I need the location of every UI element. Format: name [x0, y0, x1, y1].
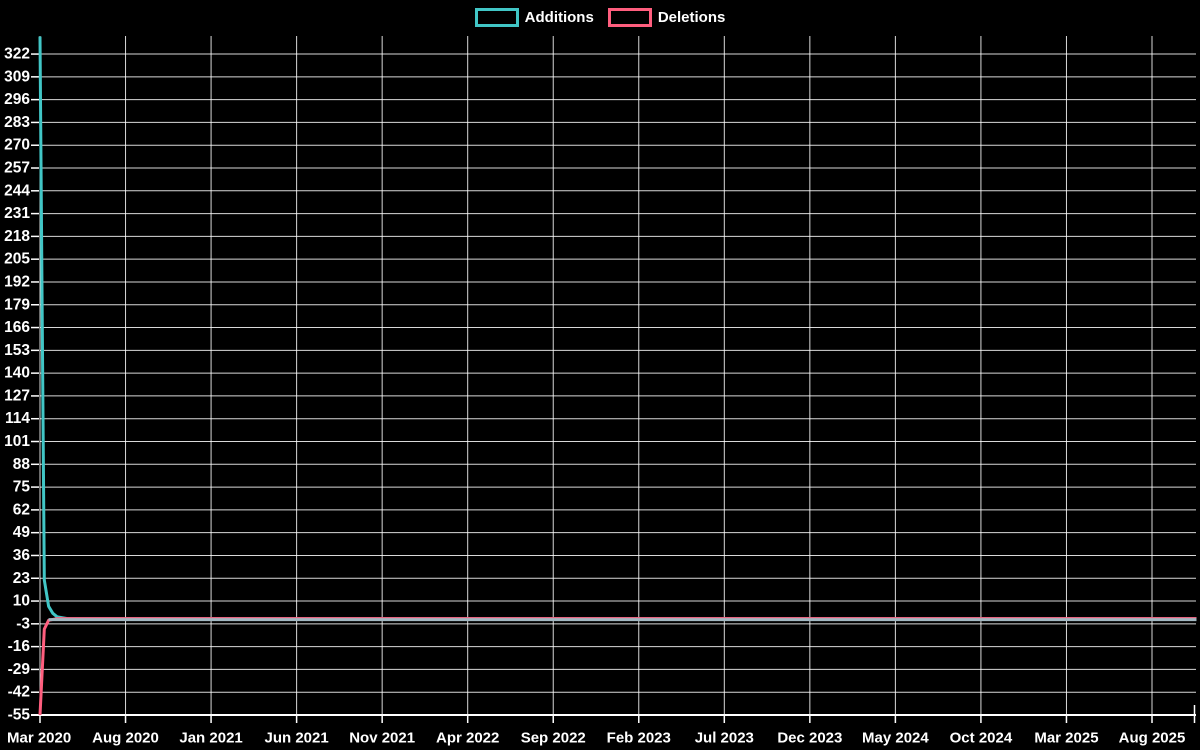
y-tick-label: -55 [8, 707, 31, 724]
x-tick-label: Jan 2021 [179, 730, 242, 747]
x-axis-line [31, 705, 1196, 723]
x-tick-label: Feb 2023 [607, 730, 671, 747]
x-tick-label: Jun 2021 [265, 730, 329, 747]
x-tick-label: Dec 2023 [777, 730, 842, 747]
x-tick-label: Aug 2025 [1119, 730, 1186, 747]
y-tick-label: 218 [4, 228, 30, 245]
legend-item-additions[interactable]: Additions [474, 8, 594, 27]
y-tick-label: -42 [8, 684, 30, 701]
y-tick-label: 257 [4, 160, 30, 177]
deletions-line [38, 617, 1197, 716]
x-tick-label: Jul 2023 [695, 730, 754, 747]
y-tick-label: 36 [13, 547, 31, 564]
chart-legend: Additions Deletions [0, 8, 1200, 27]
x-tick-label: Sep 2022 [521, 730, 586, 747]
y-tick-label: 23 [13, 570, 31, 587]
y-tick-label: 127 [4, 387, 30, 404]
y-tick-label: 166 [4, 319, 30, 336]
y-tick-label: 322 [4, 46, 30, 63]
y-tick-label: 101 [4, 433, 30, 450]
y-tick-label: 114 [5, 410, 30, 427]
y-tick-labels: 322 309 296 283 270 257 244 231 218 205 192 179 166 1… [4, 46, 30, 724]
y-tick-label: 88 [13, 456, 31, 473]
y-tick-label: 296 [4, 91, 30, 108]
y-tick-label: 192 [4, 273, 30, 290]
y-tick-label: 62 [13, 501, 30, 518]
y-tick-label: -3 [16, 615, 30, 632]
y-grid [31, 53, 1196, 716]
x-tick-label: Oct 2024 [950, 730, 1013, 747]
y-tick-label: 10 [13, 593, 30, 610]
legend-label-deletions: Deletions [657, 9, 726, 26]
x-tick-label: Aug 2020 [92, 730, 159, 747]
y-tick-label: 49 [13, 524, 31, 541]
x-tick-label: Mar 2025 [1034, 730, 1098, 747]
y-tick-label: 153 [4, 342, 30, 359]
y-tick-label: -29 [8, 661, 31, 678]
x-tick-label: May 2024 [862, 730, 929, 747]
deletions-swatch-icon [607, 8, 652, 27]
y-tick-label: 270 [4, 137, 30, 154]
y-tick-label: 283 [4, 114, 30, 131]
legend-item-deletions[interactable]: Deletions [607, 8, 726, 27]
legend-label-additions: Additions [524, 9, 594, 26]
y-tick-label: 205 [4, 251, 30, 268]
x-tick-label: Nov 2021 [349, 730, 415, 747]
y-tick-label: 140 [4, 365, 30, 382]
y-tick-label: -16 [8, 638, 31, 655]
y-tick-label: 244 [4, 182, 30, 199]
additions-swatch-icon [474, 8, 519, 27]
x-tick-labels: Mar 2020 Aug 2020 Jan 2021 Jun 2021 Nov 2021… [7, 730, 1185, 747]
y-tick-label: 75 [13, 479, 31, 496]
y-tick-label: 231 [4, 205, 30, 222]
y-tick-label: 309 [4, 68, 30, 85]
x-tick-label: Apr 2022 [436, 730, 499, 747]
x-tick-label: Mar 2020 [7, 730, 71, 747]
y-tick-label: 179 [4, 296, 30, 313]
